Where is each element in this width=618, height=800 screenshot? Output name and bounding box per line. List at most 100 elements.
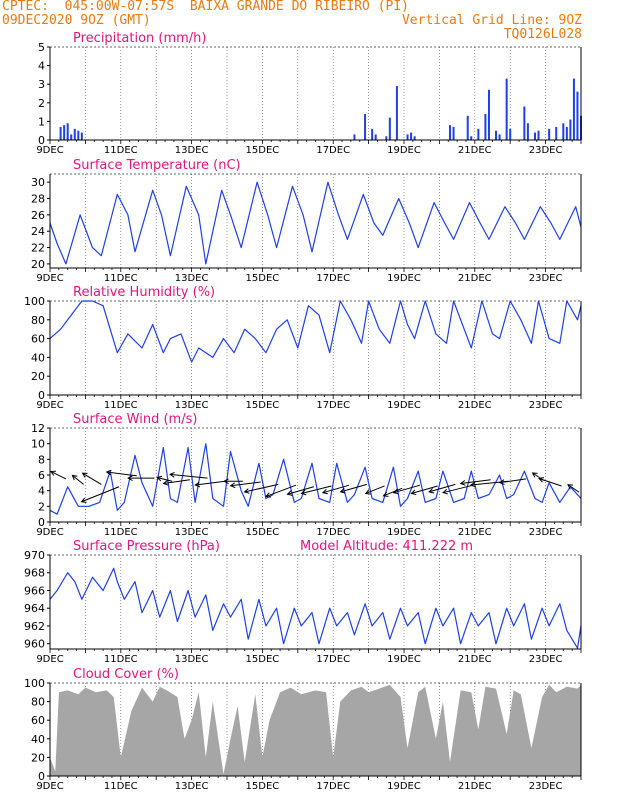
x-tick-label: 17DEC [316,654,350,665]
x-tick-label: 11DEC [104,273,138,284]
precip-bar [59,126,62,140]
panel-title: Surface Pressure (hPa) [73,539,220,554]
y-tick-label: 970 [24,549,45,562]
precip-bar [466,115,469,140]
panel-3: Relative Humidity (%) 0 20 40 60 80 100 9DEC 11D… [24,285,582,411]
x-tick-label: 17DEC [316,145,350,156]
x-tick-label: 21DEC [458,400,492,411]
station-title: CPTEC: 045:00W-07:57S BAIXA GRANDE DO RI… [2,0,409,14]
wind-arrow [106,471,137,477]
y-tick-label: 100 [24,295,45,308]
panel-title: Surface Temperature (nC) [73,158,241,173]
y-tick-label: 2 [38,500,45,513]
y-tick-label: 80 [31,696,45,709]
wind-arrow [169,473,208,479]
x-tick-label: 15DEC [246,527,280,538]
x-tick-label: 17DEC [316,781,350,792]
y-tick-label: 8 [38,453,45,466]
precip-bar [487,89,490,140]
x-tick-label: 19DEC [387,781,421,792]
y-tick-label: 4 [38,60,45,73]
y-tick-label: 4 [38,485,45,498]
precip-bar [533,132,536,140]
precip-bar [548,128,551,140]
x-tick-label: 23DEC [529,145,563,156]
wind-arrow [72,475,84,485]
precip-bar [388,117,391,140]
wind-arrow-head [538,477,545,483]
precip-bar [73,128,76,140]
cloud-area [50,684,581,776]
series-line [49,181,582,265]
x-tick-label: 11DEC [104,145,138,156]
y-tick-label: 0 [38,516,45,529]
y-tick-label: 60 [31,333,45,346]
x-tick-label: 11DEC [104,781,138,792]
precip-bar [569,119,572,140]
y-tick-label: 20 [31,258,45,271]
precip-bar [509,128,512,140]
wind-arrow [287,486,314,495]
y-tick-label: 40 [31,351,45,364]
wind-arrow [428,483,456,493]
y-tick-label: 0 [38,389,45,402]
x-tick-label: 11DEC [104,527,138,538]
x-tick-label: 15DEC [246,400,280,411]
x-tick-label: 15DEC [246,145,280,156]
wind-arrow [499,478,527,484]
panel-1: Precipitation (mm/h) 0 1 2 3 4 5 9DEC 11DEC 13DEC… [36,31,582,156]
y-tick-label: 960 [24,638,45,651]
wind-arrow [81,486,120,503]
wind-arrow-head [382,491,389,497]
x-tick-label: 23DEC [529,527,563,538]
wind-arrow [365,485,385,494]
y-tick-label: 1 [38,115,45,128]
precip-bar [555,126,558,140]
y-tick-label: 20 [31,751,45,764]
y-tick-label: 20 [31,370,45,383]
x-tick-label: 9DEC [36,654,63,665]
panel-title: Surface Wind (m/s) [73,412,197,427]
x-tick-label: 21DEC [458,781,492,792]
x-tick-label: 13DEC [175,781,209,792]
precip-bar [565,126,568,140]
x-tick-label: 23DEC [529,654,563,665]
y-tick-label: 5 [38,41,45,54]
wind-arrow [411,485,438,494]
x-tick-label: 9DEC [36,781,63,792]
wind-arrow-head [300,489,307,496]
precip-bar [572,78,575,140]
precip-bar [80,132,83,140]
wind-arrow-head [71,474,78,481]
wind-arrow-head [364,489,371,495]
x-tick-label: 21DEC [458,654,492,665]
precip-bar [526,123,529,140]
y-tick-label: 30 [31,176,45,189]
y-tick-label: 26 [31,209,45,222]
y-tick-label: 60 [31,714,45,727]
x-tick-label: 9DEC [36,273,63,284]
wind-arrow [538,477,562,487]
y-tick-label: 0 [38,134,45,147]
precip-bar [63,125,66,140]
precip-bar [537,130,540,140]
x-tick-label: 9DEC [36,400,63,411]
wind-arrow-head [469,481,476,488]
y-tick-label: 24 [31,225,45,238]
wind-arrow-head [194,481,201,488]
x-tick-label: 9DEC [36,527,63,538]
y-tick-label: 968 [24,567,45,580]
model-code: TQ0126L028 [503,27,582,42]
y-tick-label: 962 [24,620,45,633]
wind-arrow [265,484,297,497]
wind-arrow-head [498,479,505,485]
x-tick-label: 23DEC [529,273,563,284]
precip-bar [495,130,498,140]
x-tick-label: 17DEC [316,400,350,411]
y-tick-label: 6 [38,469,45,482]
x-tick-label: 15DEC [246,654,280,665]
wind-arrow [244,483,279,493]
wind-arrow-head [156,475,163,482]
x-tick-label: 11DEC [104,400,138,411]
wind-arrow [322,484,350,494]
